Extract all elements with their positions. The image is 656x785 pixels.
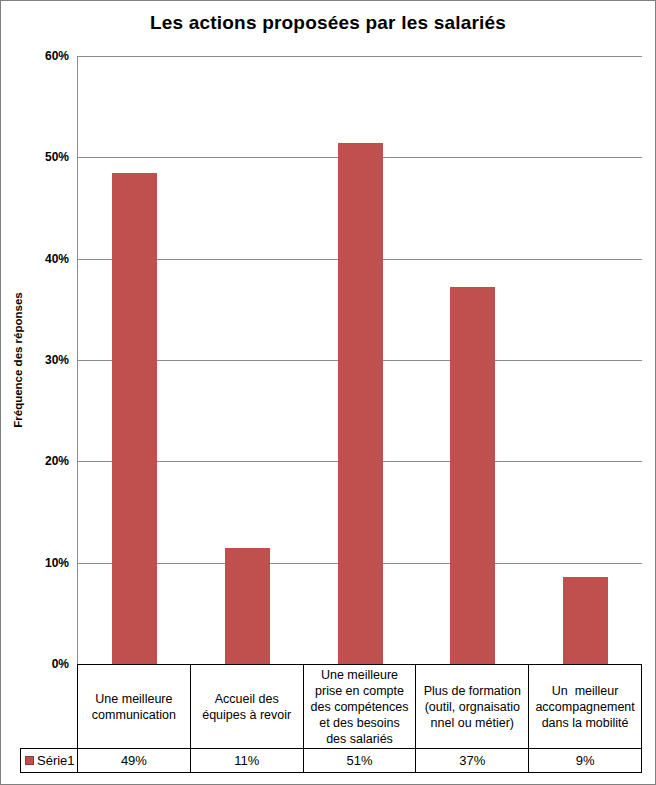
category-cell: Plus de formation (outil, orgnaisatio nn… [416,664,529,748]
y-tick-label: 30% [1,352,69,368]
value-cell: 49% [78,748,191,773]
bar [563,577,608,664]
y-tick-label: 0% [1,656,69,672]
category-cell: Accueil des équipes à revoir [191,664,304,748]
bar [225,548,270,664]
y-tick-label: 50% [1,149,69,165]
value-cell: 51% [304,748,417,773]
category-cell: Une meilleure communication [77,664,191,748]
value-cell: 11% [191,748,304,773]
y-tick-label: 20% [1,453,69,469]
bar [450,287,495,664]
chart-title: Les actions proposées par les salariés [1,12,655,34]
bar [112,173,157,664]
y-axis-line [77,56,78,664]
value-cell: 37% [416,748,529,773]
gridline [78,56,642,57]
series-name: Série1 [37,753,75,768]
y-tick-label: 60% [1,48,69,64]
bar [338,143,383,664]
series-name-cell: Série1 [20,748,78,773]
bar-chart: Les actions proposées par les salariés F… [0,0,656,785]
legend-key-icon [25,756,34,765]
category-cell: Une meilleure prise en compte des compét… [304,664,417,748]
category-cell: Un meilleur accompagnement dans la mobil… [529,664,642,748]
value-cell: 9% [529,748,642,773]
y-tick-label: 40% [1,251,69,267]
y-tick-label: 10% [1,555,69,571]
